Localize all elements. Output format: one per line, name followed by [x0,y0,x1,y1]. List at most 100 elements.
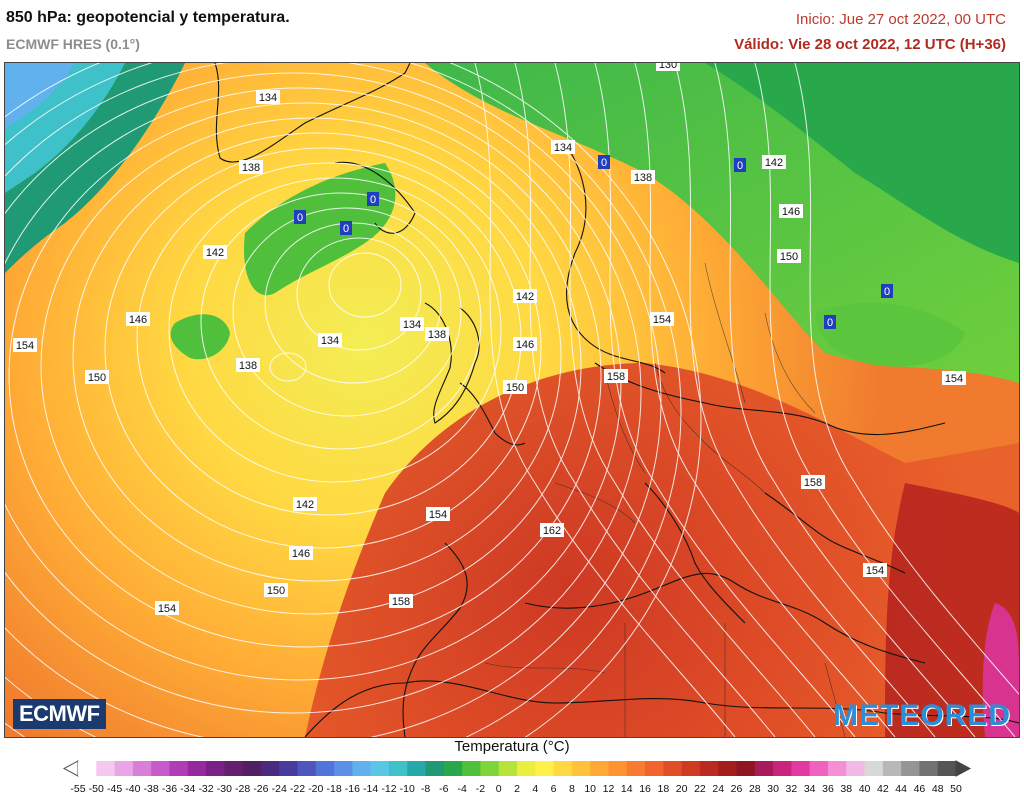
contour-label: 134 [259,92,277,104]
zero-isotherm-label: 0 [884,286,890,298]
colorbar-tick-label: -38 [144,783,159,795]
country-borders [484,262,846,737]
colorbar-swatch [224,761,244,776]
zero-label-box [824,315,836,329]
colorbar-swatch [791,761,811,776]
isoline [200,192,482,450]
contour-label-box [942,371,966,385]
colorbar-tick-label: -4 [457,783,466,795]
contour-label-box [540,523,564,537]
contour-label: 134 [403,319,421,331]
colorbar-swatch [535,761,555,776]
isoline [232,207,462,417]
colorbar-swatch [151,761,170,776]
contour-label-box [631,170,655,184]
contour-label-box [203,245,227,259]
colorbar-tick-label: -24 [272,783,287,795]
colorbar-swatch [553,761,573,776]
isoline [714,63,976,737]
contour-label-box [801,475,825,489]
colorbar-tick-label: -50 [89,783,104,795]
contour-label: 150 [506,382,524,394]
valid-time: Válido: Vie 28 oct 2022, 12 UTC (H+36) [734,36,1006,53]
isoline [269,352,307,382]
isoline [514,63,776,737]
colorbar-tick-label: -55 [70,783,85,795]
colorbar-swatch [773,761,792,776]
colorbar-swatch [443,761,463,776]
colorbar-swatch [78,761,97,776]
colorbar-tick-label: 10 [584,783,596,795]
colorbar-swatch [352,761,372,776]
colorbar-swatch [315,761,335,776]
colorbar-tick-label: -36 [162,783,177,795]
colorbar-min-arrow [62,760,79,777]
colorbar-tick-label: -14 [363,783,378,795]
contour-label: 142 [765,157,783,169]
warm-sector [305,363,1019,737]
isoline [5,87,622,681]
contour-label-box [236,358,260,372]
contour-label-box [256,90,280,104]
colorbar-tick-label: -20 [308,783,323,795]
contour-label: 142 [206,247,224,259]
colorbar-tick-label: -40 [125,783,140,795]
contour-labels: 134 130 134 138 138 142 146 142 150 142 146 154 134 1… [13,63,966,615]
zero-isotherm-labels: 0 0 0 0 0 0 0 [294,155,893,329]
contour-label-box [777,249,801,263]
colorbar-swatch [462,761,481,776]
colorbar-swatch [571,761,591,776]
isoline [264,222,442,384]
contour-label-box [762,155,786,169]
isoline [328,252,402,318]
magenta-hotspot [982,603,1019,737]
contour-label-box [400,317,424,331]
colorbar-swatch [297,761,317,776]
colorbar-tick-label: 48 [932,783,944,795]
model-label: ECMWF HRES (0.1°) [6,36,140,52]
colorbar-tick-label: 20 [676,783,688,795]
contour-label: 138 [242,162,260,174]
colorbar-swatch [681,761,701,776]
map-title: 850 hPa: geopotencial y temperatura. [6,9,290,26]
colorbar-swatch [827,761,847,776]
zero-isotherm-label: 0 [297,212,303,224]
zero-label-box [881,284,893,298]
weather-map[interactable]: 134 130 134 138 138 142 146 142 150 142 146 154 134 1… [4,62,1020,738]
colorbar-tick-label: -26 [253,783,268,795]
contour-label: 146 [292,548,310,560]
contour-label: 158 [607,371,625,383]
zero-isotherm-label: 0 [737,160,743,172]
contour-label-box [426,507,450,521]
zero-isotherm-label: 0 [827,317,833,329]
colorbar-swatch [480,761,500,776]
contour-label: 162 [543,525,561,537]
contour-label-box [293,497,317,511]
colorbar-swatch [919,761,939,776]
isoline [168,177,502,483]
colorbar-tick-label: -18 [326,783,341,795]
colorbar-tick-label: 40 [859,783,871,795]
contour-label: 134 [321,335,339,347]
zero-label-box [598,155,610,169]
colorbar-tick-label: -16 [345,783,360,795]
isoline [72,132,562,582]
colorbar-tick-label: 2 [514,783,520,795]
isoline [474,63,736,737]
contour-label: 150 [88,372,106,384]
contour-label: 138 [239,360,257,372]
contour-label: 146 [516,339,534,351]
geopotential-isolines [5,63,1019,737]
contour-label: 142 [516,291,534,303]
colorbar-tick-label: 12 [603,783,615,795]
isoline [5,63,682,737]
isoline [8,102,602,648]
contour-label: 150 [780,251,798,263]
zero-label-box [367,192,379,206]
contour-label-box [85,370,109,384]
colorbar-tick-label: -22 [290,783,305,795]
isoline [5,63,702,737]
colorbar-swatch [388,761,408,776]
contour-label: 142 [296,499,314,511]
temperature-colorbar: -55 -50 -45 -40 -38 -36 -34 -32 -30 -28 -26 -24 -22-… [62,760,972,795]
